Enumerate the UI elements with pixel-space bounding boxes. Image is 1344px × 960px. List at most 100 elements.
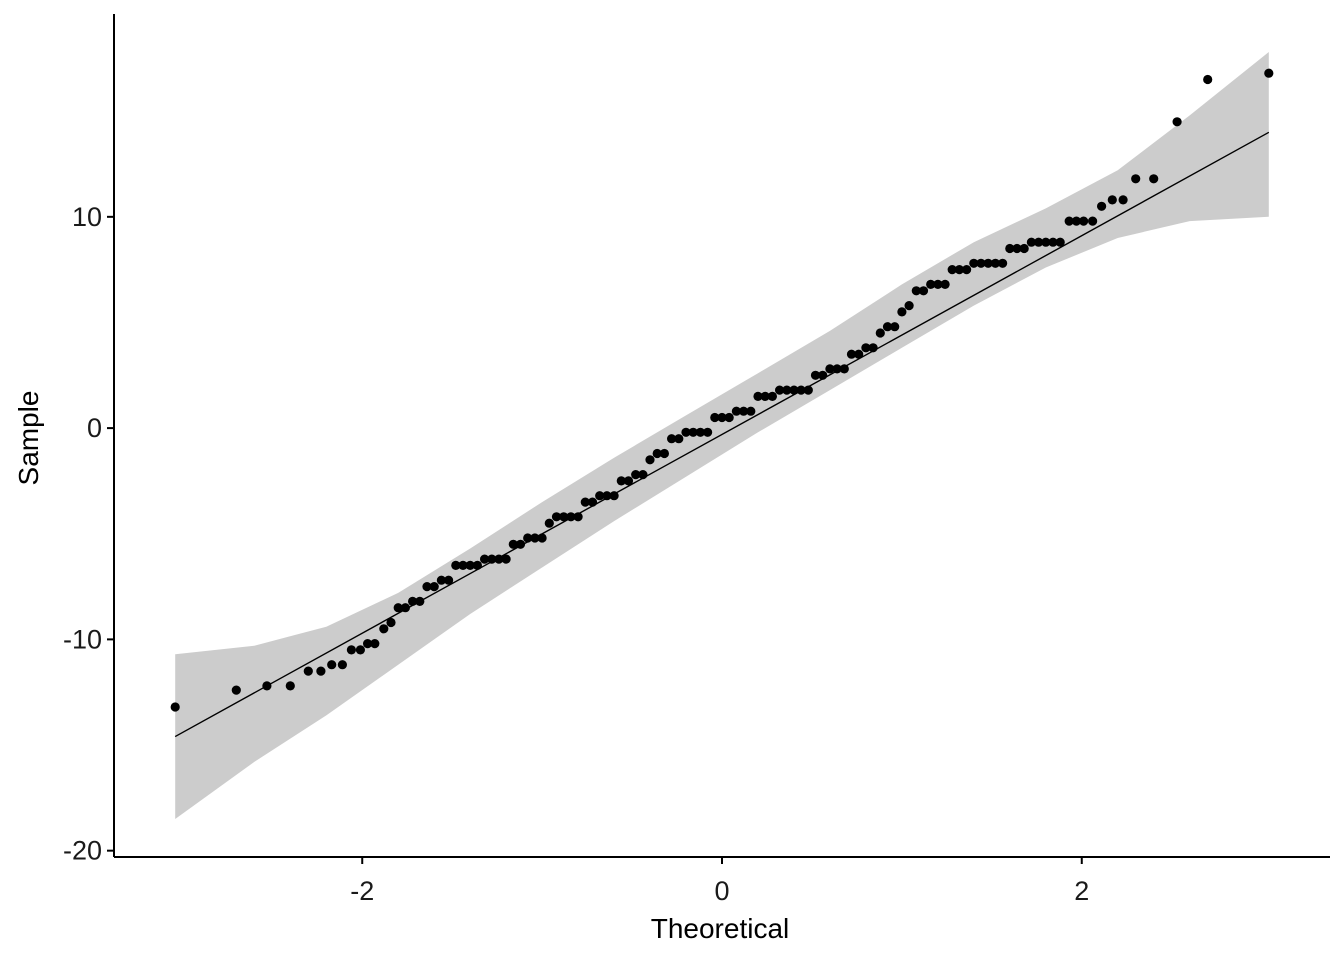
- y-tick-label: 0: [87, 413, 102, 443]
- data-point: [1088, 216, 1098, 226]
- y-tick-label: -10: [63, 624, 102, 654]
- data-point: [1203, 74, 1213, 85]
- data-point: [580, 497, 590, 507]
- data-point: [379, 624, 389, 634]
- data-point: [803, 385, 813, 395]
- data-point: [451, 560, 461, 571]
- data-point: [595, 491, 605, 501]
- data-point: [918, 286, 929, 296]
- data-point: [515, 539, 526, 549]
- data-point: [882, 322, 893, 332]
- data-point: [393, 603, 403, 613]
- data-point: [465, 560, 475, 571]
- data-point: [1079, 216, 1089, 226]
- data-point: [789, 385, 799, 395]
- data-point: [890, 322, 900, 332]
- data-point: [681, 427, 691, 437]
- data-point: [659, 448, 670, 459]
- data-point: [818, 370, 828, 380]
- data-point: [674, 434, 684, 444]
- data-point: [940, 279, 950, 289]
- data-point: [436, 575, 446, 585]
- data-point: [422, 582, 432, 592]
- data-point: [587, 497, 598, 507]
- data-point: [530, 533, 540, 543]
- data-point: [969, 258, 979, 268]
- data-point: [1149, 174, 1159, 184]
- x-axis-ticks: -2 0 2: [350, 857, 1089, 906]
- data-point: [954, 265, 965, 275]
- data-point: [638, 470, 648, 480]
- data-point: [1019, 243, 1029, 254]
- data-point: [1097, 201, 1107, 211]
- data-point: [327, 660, 337, 670]
- data-point: [1012, 243, 1022, 254]
- data-point: [544, 518, 554, 528]
- data-point: [337, 660, 347, 670]
- data-point: [782, 385, 792, 395]
- data-point: [346, 645, 356, 655]
- data-point: [303, 666, 313, 676]
- x-tick-label: 0: [714, 876, 729, 906]
- data-point: [170, 702, 180, 712]
- data-point: [355, 645, 365, 655]
- x-tick-label: 2: [1074, 876, 1089, 906]
- data-point: [262, 681, 272, 691]
- data-point: [523, 533, 533, 543]
- data-point: [717, 412, 727, 423]
- data-point: [868, 343, 878, 353]
- data-point: [846, 349, 857, 359]
- data-point: [667, 434, 677, 444]
- data-point: [480, 554, 490, 564]
- data-point: [501, 554, 511, 564]
- data-point: [616, 476, 626, 486]
- data-point: [897, 307, 907, 317]
- data-point: [285, 681, 295, 691]
- data-point: [861, 343, 871, 353]
- data-point: [875, 328, 885, 338]
- data-point: [231, 685, 241, 695]
- data-point: [775, 385, 785, 395]
- y-tick-label: -20: [63, 836, 102, 866]
- data-point: [688, 427, 698, 437]
- data-point: [746, 406, 756, 416]
- data-point: [1118, 195, 1128, 205]
- data-point: [825, 364, 835, 374]
- data-point: [983, 258, 993, 268]
- data-point: [1026, 237, 1036, 247]
- data-point: [990, 258, 1001, 268]
- data-point: [602, 491, 612, 501]
- data-point: [537, 533, 547, 543]
- y-axis-ticks: -20 -10 0 10: [63, 202, 114, 866]
- data-point: [559, 512, 569, 522]
- data-point: [494, 554, 504, 564]
- data-point: [1107, 195, 1117, 205]
- data-point: [703, 427, 713, 437]
- data-point: [962, 265, 972, 275]
- y-tick-label: 10: [72, 202, 102, 232]
- data-point: [1064, 216, 1074, 226]
- data-point: [998, 258, 1008, 268]
- data-point: [415, 596, 425, 607]
- confidence-band: [175, 52, 1269, 819]
- data-point: [609, 491, 619, 501]
- data-point: [810, 370, 821, 380]
- data-point: [926, 279, 936, 289]
- x-axis-title: Theoretical: [651, 913, 790, 944]
- data-point: [645, 455, 655, 465]
- data-point: [1005, 243, 1015, 254]
- data-point: [573, 512, 583, 522]
- data-point: [1172, 117, 1182, 127]
- reference-line: [174, 131, 1270, 738]
- data-point: [1041, 237, 1051, 247]
- data-point: [724, 412, 734, 423]
- data-point: [408, 596, 418, 607]
- data-point: [551, 512, 562, 522]
- data-point: [472, 560, 482, 571]
- data-point: [1048, 237, 1058, 247]
- y-axis-title: Sample: [13, 391, 44, 486]
- data-point: [911, 286, 921, 296]
- data-point: [370, 639, 380, 649]
- data-point: [386, 617, 396, 628]
